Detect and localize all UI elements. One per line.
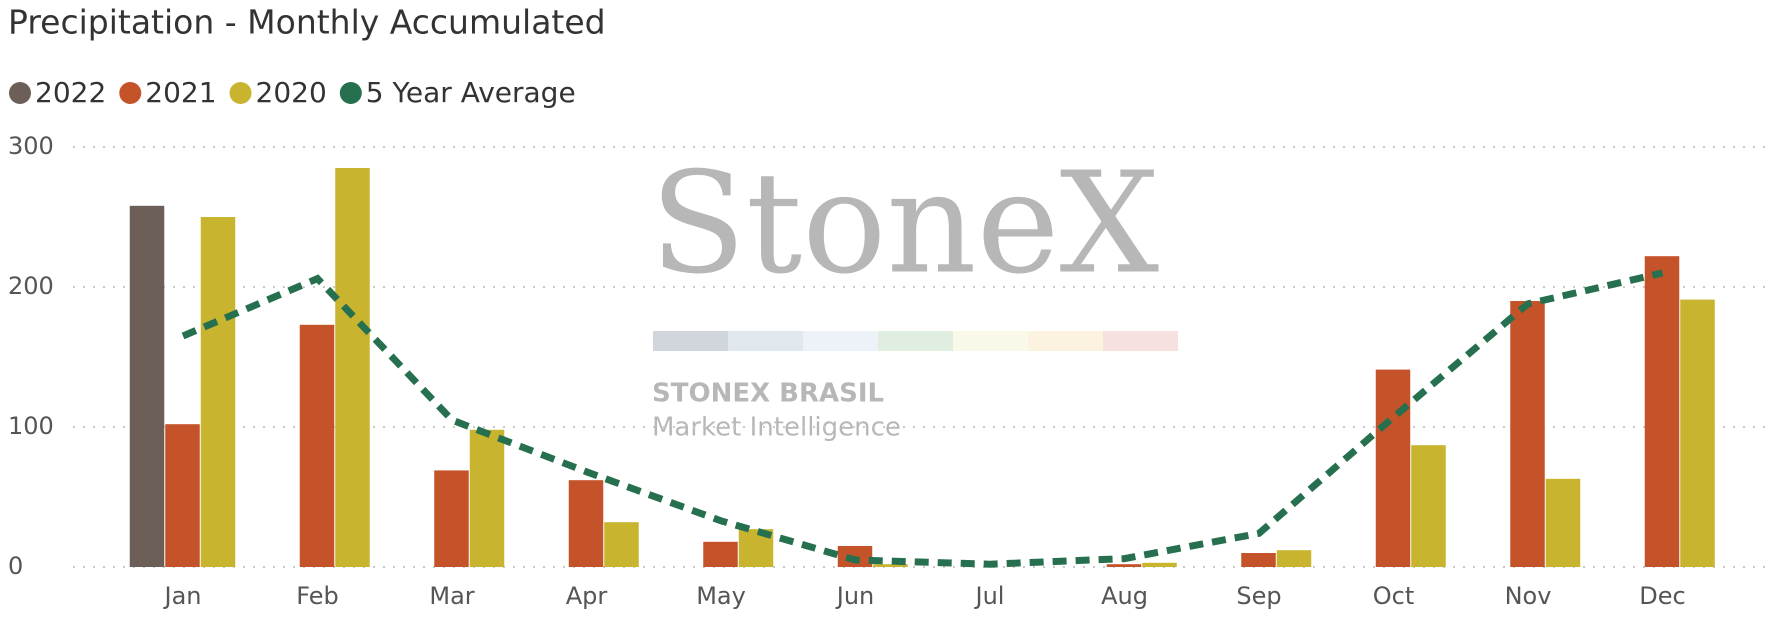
legend-marker [339,82,362,104]
watermark-stripe [878,331,953,351]
bar [299,324,335,567]
watermark-stripe [653,331,728,351]
bar [1142,562,1177,567]
bar [1411,445,1446,567]
legend-marker [119,82,142,104]
legend-marker [229,82,252,104]
x-tick-label: Nov [1505,582,1552,610]
bar [129,205,165,568]
chart-title: Precipitation - Monthly Accumulated [8,3,606,42]
y-tick-label: 300 [8,132,54,160]
bar [1276,550,1312,567]
x-tick-label: Sep [1236,582,1281,610]
legend-label: 2020 [256,76,327,109]
bar [873,564,908,567]
bar [604,522,639,567]
watermark: StoneX STONEX BRASIL Market Intelligence [650,143,1178,443]
bar [1545,478,1581,567]
line-series [181,269,1664,568]
y-tick-label: 100 [8,412,54,440]
x-tick-label: Jul [974,582,1005,610]
watermark-stripe [1028,331,1103,351]
x-tick-label: Mar [429,582,474,610]
bar [1680,299,1715,567]
legend-label: 5 Year Average [366,76,576,109]
x-tick-label: Oct [1373,582,1415,610]
x-tick-label: Apr [566,582,608,610]
bar [1106,564,1142,567]
legend-label: 2021 [145,76,216,109]
watermark-stripe [803,331,878,351]
x-tick-label: Aug [1101,582,1148,610]
y-tick-label: 200 [8,272,54,300]
x-tick-label: Feb [296,582,339,610]
watermark-stripe [953,331,1028,351]
bar [1375,369,1411,567]
x-tick-label: Jan [163,582,202,610]
bar [434,470,469,567]
bar [200,217,236,567]
y-tick-label: 0 [8,552,23,580]
bar [469,429,505,567]
bar [1510,301,1545,567]
bar [165,424,200,567]
bar [703,541,738,567]
watermark-stripe [1103,331,1178,351]
bar [568,480,604,567]
watermark-logo: StoneX [650,143,1159,306]
x-tick-label: May [696,582,746,610]
watermark-stripe [728,331,803,351]
bar [1241,553,1276,567]
legend-label: 2022 [35,76,106,109]
watermark-text: STONEX BRASIL [652,379,884,409]
x-tick-label: Dec [1639,582,1685,610]
legend-marker [9,82,31,104]
bar [335,168,370,567]
bar [1644,256,1680,567]
x-tick-label: Jun [835,582,875,610]
